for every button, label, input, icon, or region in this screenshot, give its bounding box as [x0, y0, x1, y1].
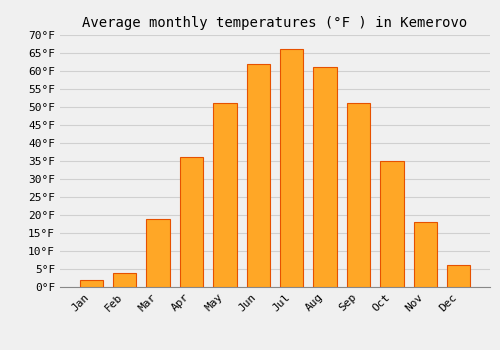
Title: Average monthly temperatures (°F ) in Kemerovo: Average monthly temperatures (°F ) in Ke… [82, 16, 468, 30]
Bar [246, 64, 270, 287]
Bar [180, 158, 203, 287]
Bar [80, 280, 103, 287]
Bar [347, 103, 370, 287]
Bar [414, 222, 437, 287]
Bar [280, 49, 303, 287]
Bar [213, 103, 236, 287]
Bar [146, 219, 170, 287]
Bar [113, 273, 136, 287]
Bar [380, 161, 404, 287]
Bar [447, 265, 470, 287]
Bar [314, 68, 337, 287]
